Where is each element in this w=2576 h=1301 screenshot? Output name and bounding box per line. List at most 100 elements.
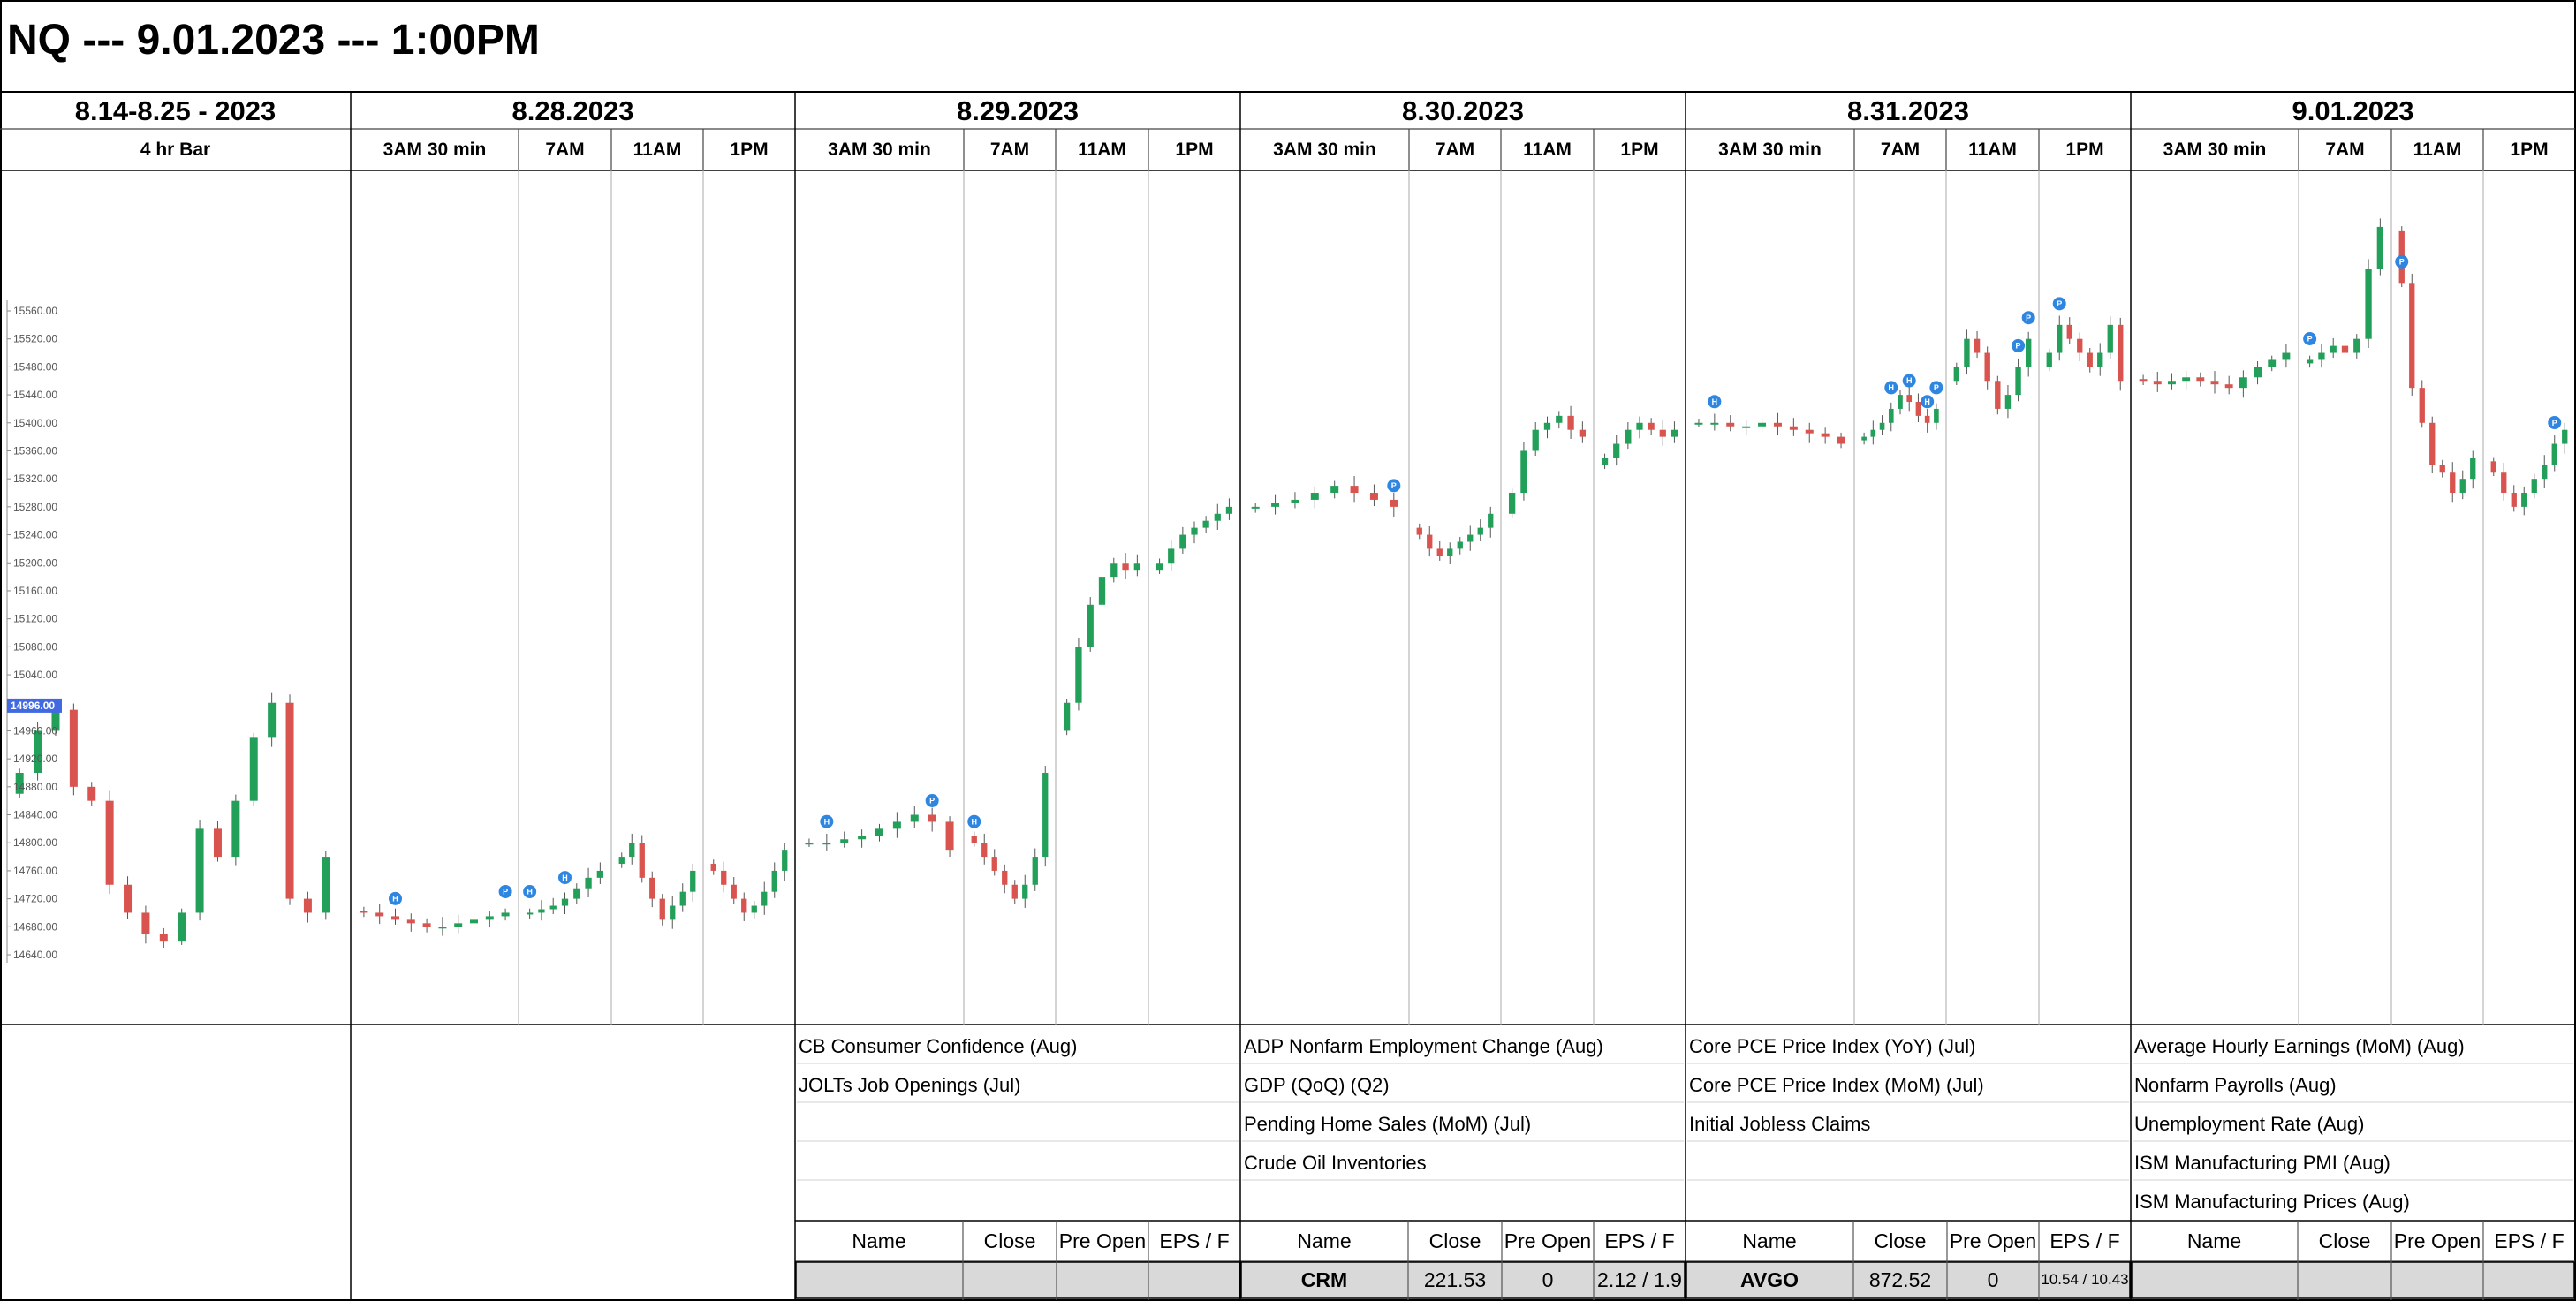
earnings-header: Name — [1742, 1229, 1797, 1252]
earnings-cell — [963, 1261, 1057, 1298]
earnings-cell: 872.52 — [1868, 1267, 1932, 1291]
candle — [1477, 527, 1483, 535]
panel-subheader: 4 hr Bar — [140, 139, 211, 160]
price-axis-label: 14640.00 — [13, 949, 57, 961]
candle — [1636, 422, 1643, 430]
panel-date: 8.31.2023 — [1847, 95, 1969, 126]
event-marker-letter: H — [562, 874, 568, 882]
event-marker[interactable]: H — [558, 871, 572, 885]
candle — [2490, 461, 2496, 473]
event-marker-dot — [389, 891, 402, 905]
candle — [2365, 269, 2372, 339]
candle — [1214, 513, 1221, 521]
event-marker-letter: P — [2026, 314, 2031, 322]
price-axis-label: 15240.00 — [13, 529, 57, 541]
candle — [585, 877, 592, 889]
price-axis-label: 14720.00 — [13, 893, 57, 905]
event-marker-dot — [1921, 395, 1935, 409]
event-marker[interactable]: H — [820, 814, 834, 828]
candle — [2224, 384, 2233, 389]
candle — [1191, 527, 1198, 535]
event-marker[interactable]: H — [389, 891, 402, 905]
event-marker-dot — [820, 814, 834, 828]
candle — [1390, 499, 1398, 507]
event-item: Core PCE Price Index (YoY) (Jul) — [1689, 1035, 1976, 1057]
candle — [1870, 429, 1876, 437]
event-marker[interactable]: P — [2012, 338, 2026, 352]
candle — [1837, 436, 1845, 444]
event-marker-letter: P — [2016, 342, 2021, 351]
event-marker[interactable]: P — [498, 884, 512, 898]
candle — [51, 709, 60, 731]
candle — [1556, 415, 1563, 423]
panel-subheader: 11AM — [1968, 139, 2017, 160]
event-marker[interactable]: P — [2052, 297, 2066, 311]
earnings-header: Close — [983, 1229, 1036, 1252]
candle — [1202, 520, 1209, 528]
candle — [1467, 534, 1474, 542]
candle — [485, 916, 494, 920]
panel-subheader: 7AM — [1435, 139, 1475, 160]
panel-subheader: 1PM — [2510, 139, 2549, 160]
candle — [1625, 429, 1632, 444]
event-marker[interactable]: P — [1387, 479, 1401, 493]
candle — [2521, 493, 2527, 507]
event-item: ISM Manufacturing PMI (Aug) — [2134, 1152, 2390, 1174]
event-marker-dot — [2052, 297, 2066, 311]
candle — [2153, 381, 2162, 385]
panel-subheader: 3AM 30 min — [828, 139, 931, 160]
candle — [1225, 506, 1233, 514]
event-marker[interactable]: P — [2548, 416, 2562, 430]
earnings-cell: 10.54 / 10.43 — [2041, 1271, 2129, 1288]
event-marker[interactable]: P — [2303, 331, 2317, 345]
candle — [2330, 345, 2337, 353]
event-marker-letter: P — [2057, 299, 2062, 308]
event-item: CB Consumer Confidence (Aug) — [799, 1035, 1078, 1057]
candle — [124, 884, 133, 913]
event-marker[interactable]: P — [2021, 311, 2035, 325]
event-marker[interactable]: P — [1929, 381, 1943, 395]
event-marker[interactable]: H — [1921, 395, 1935, 409]
earnings-row-bg — [2131, 1261, 2575, 1299]
panel-subheader: 11AM — [633, 139, 682, 160]
candle — [1098, 577, 1106, 605]
candle — [231, 800, 240, 858]
panel-subheader: 3AM 30 min — [1718, 139, 1822, 160]
candle — [1934, 408, 1939, 423]
candle — [15, 772, 24, 794]
candle — [1087, 604, 1094, 647]
candle — [771, 870, 777, 892]
event-marker-letter: P — [2399, 258, 2405, 267]
event-item: GDP (QoQ) (Q2) — [1244, 1074, 1390, 1096]
candle — [2501, 472, 2507, 494]
candle — [1773, 422, 1782, 427]
candle — [639, 843, 645, 878]
event-marker[interactable]: H — [967, 814, 981, 828]
event-item: Pending Home Sales (MoM) (Jul) — [1244, 1113, 1532, 1135]
candle — [2168, 381, 2176, 385]
earnings-header: Name — [852, 1229, 906, 1252]
candle — [213, 828, 222, 858]
earnings-header: Pre Open — [1949, 1229, 2037, 1252]
candle — [470, 919, 478, 924]
event-marker[interactable]: P — [925, 793, 939, 807]
event-marker[interactable]: H — [1708, 395, 1722, 409]
candle — [2107, 324, 2113, 353]
earnings-row-bg — [1240, 1261, 1686, 1299]
candle — [670, 905, 676, 920]
event-marker[interactable]: H — [523, 884, 537, 898]
candle — [2376, 226, 2384, 269]
candle — [1742, 426, 1751, 428]
candle — [2015, 367, 2021, 396]
event-marker[interactable]: P — [2395, 254, 2409, 269]
event-marker-letter: H — [527, 888, 533, 896]
panel-subheader: 7AM — [2325, 139, 2365, 160]
candle — [2511, 493, 2517, 507]
candle — [1821, 433, 1830, 437]
candle — [1002, 870, 1008, 885]
candle — [1567, 415, 1574, 430]
candle — [2282, 352, 2291, 360]
event-marker[interactable]: H — [1884, 381, 1898, 395]
event-marker[interactable]: H — [1902, 374, 1916, 388]
candle — [454, 923, 463, 927]
